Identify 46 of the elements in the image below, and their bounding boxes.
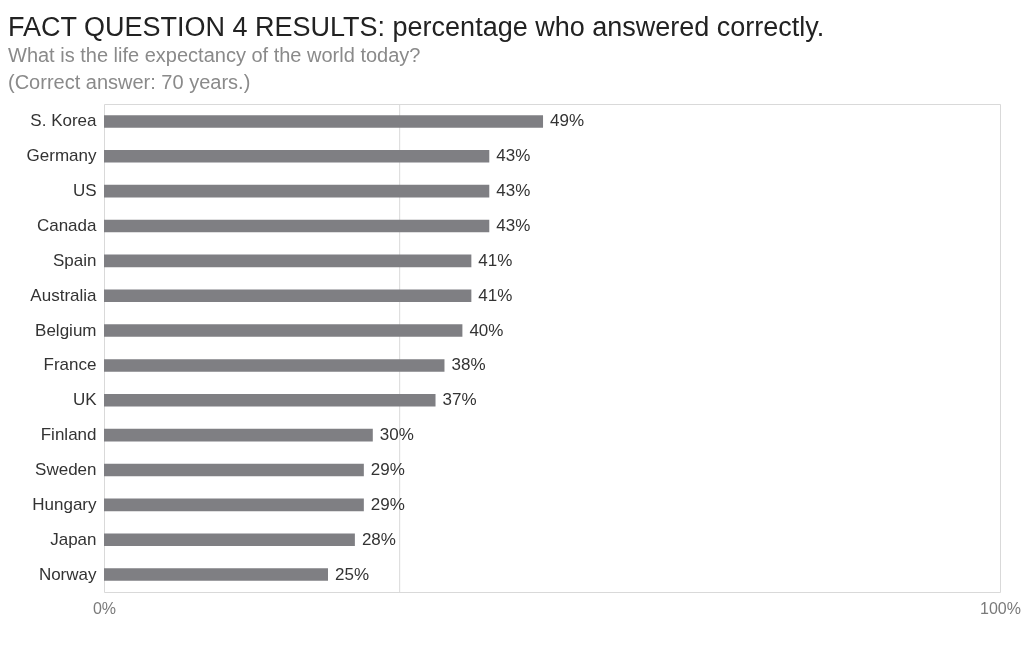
y-tick-label: Spain: [53, 250, 97, 270]
y-tick-label: France: [43, 355, 97, 375]
bar: [104, 428, 373, 442]
data-label: 37%: [442, 390, 477, 410]
y-tick-label: UK: [72, 390, 98, 410]
data-label: 43%: [496, 181, 531, 201]
data-label: 49%: [550, 111, 585, 131]
bar: [104, 463, 364, 477]
y-tick-label: S. Korea: [30, 111, 98, 131]
y-tick-label: US: [72, 181, 97, 201]
bar: [104, 498, 364, 512]
y-tick-label: Belgium: [35, 320, 97, 340]
data-label: 29%: [370, 460, 405, 479]
data-label: 29%: [370, 494, 405, 514]
bar: [104, 150, 490, 163]
bar: [104, 568, 328, 581]
y-tick-label: Sweden: [35, 460, 97, 479]
data-label: 38%: [451, 355, 486, 375]
data-label: 40%: [469, 320, 504, 340]
data-label: 41%: [478, 250, 513, 270]
data-label: 25%: [335, 564, 370, 584]
y-tick-label: Hungary: [32, 494, 97, 514]
y-tick-label: Finland: [40, 425, 97, 445]
bar: [104, 254, 472, 268]
bar: [104, 289, 472, 302]
y-tick-label: Canada: [36, 216, 98, 235]
chart-title: FACT QUESTION 4 RESULTS: percentage who answered correctly.: [8, 11, 825, 42]
chart-subtitle: What is the life expectancy of the world today? (Correct answer: 70 years.): [8, 43, 421, 93]
bar: [104, 533, 355, 546]
data-label: 28%: [361, 529, 396, 549]
data-label: 30%: [379, 425, 414, 445]
x-tick-label: 0%: [92, 599, 117, 617]
data-label: 43%: [496, 216, 531, 235]
bar: [104, 394, 436, 407]
x-tick-label: 100%: [980, 599, 1021, 617]
bar: [104, 359, 445, 372]
y-tick-label: Australia: [30, 285, 98, 305]
data-label: 43%: [496, 146, 531, 166]
bar: [104, 219, 490, 233]
y-tick-label: Norway: [38, 564, 97, 584]
bar: [104, 184, 490, 198]
data-label: 41%: [478, 285, 513, 305]
bar: [104, 324, 463, 337]
y-tick-label: Germany: [26, 146, 97, 166]
y-tick-label: Japan: [50, 529, 97, 549]
bar: [104, 115, 544, 128]
